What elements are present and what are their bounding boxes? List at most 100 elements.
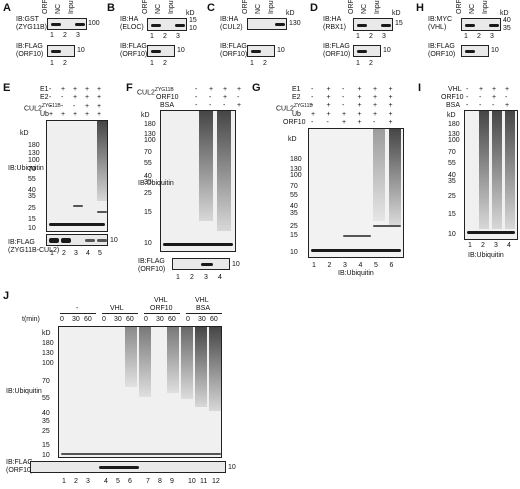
- lane-number: 6: [128, 478, 132, 485]
- time-point: 30: [72, 316, 80, 323]
- sign: +: [237, 86, 242, 93]
- sign: -: [237, 94, 240, 101]
- ib-label: IB:FLAG: [138, 258, 165, 265]
- lane-number: 1: [62, 478, 66, 485]
- condition-label: BSA: [446, 102, 461, 109]
- time-point: 60: [210, 316, 218, 323]
- lane-number: 2: [74, 478, 78, 485]
- group-label: -: [76, 305, 79, 312]
- sign: +: [388, 102, 393, 110]
- kd-marker: 25: [448, 193, 456, 200]
- condition-label: E1: [292, 86, 301, 93]
- col-label: Input: [168, 0, 175, 14]
- ib-label: IB:MYC: [428, 16, 453, 23]
- kd-marker: 55: [42, 395, 50, 402]
- ib-label: IB:FLAG: [323, 43, 350, 50]
- condition-label: CUL2ZYG11B: [24, 103, 61, 113]
- kd-unit: kD: [286, 10, 295, 17]
- panel-letter: A: [3, 2, 11, 14]
- sign: +: [342, 110, 347, 118]
- col-label: ORF10: [142, 0, 149, 14]
- lane-number: 3: [343, 262, 347, 269]
- sign: -: [61, 94, 64, 102]
- sign: +: [357, 102, 362, 110]
- sign: -: [342, 86, 345, 93]
- sign: -: [492, 102, 495, 109]
- sign: -: [311, 86, 314, 93]
- kd-unit: kD: [42, 330, 51, 337]
- lane-number: 2: [63, 32, 67, 39]
- sign: +: [479, 86, 484, 93]
- ib-label: IB:FLAG: [6, 459, 33, 466]
- lane-number: 3: [176, 33, 180, 40]
- kd-marker: 40: [144, 173, 152, 180]
- time-point: 0: [102, 316, 106, 323]
- lane-number: 5: [374, 262, 378, 269]
- condition-label: BSA: [160, 102, 175, 109]
- lane-number: 1: [50, 60, 54, 67]
- kd-marker: 40: [448, 172, 456, 179]
- lane-number: 5: [98, 250, 102, 257]
- kd-marker: 40: [28, 187, 36, 194]
- kd-marker: 40: [290, 203, 298, 210]
- panel-letter: F: [126, 82, 133, 94]
- kd-marker: 40: [503, 17, 511, 24]
- kd-unit: kD: [20, 130, 29, 137]
- col-label: Input: [482, 0, 489, 14]
- sign: -: [73, 102, 76, 110]
- blot-ubiquitin: [464, 110, 518, 240]
- lane-number: 1: [50, 250, 54, 257]
- lane-number: 5: [116, 478, 120, 485]
- kd-unit: kD: [186, 10, 195, 17]
- col-label: NC: [155, 3, 162, 14]
- kd-marker: 55: [448, 160, 456, 167]
- ib-label: IB:Ubiquitin: [8, 165, 44, 172]
- kd-marker: 180: [144, 121, 156, 128]
- kd-marker: 55: [144, 160, 152, 167]
- kd-marker: 10: [383, 47, 391, 54]
- kd-marker: 35: [144, 179, 152, 186]
- sign: +: [492, 94, 497, 101]
- lane-number: 2: [62, 250, 66, 257]
- sign: +: [373, 110, 378, 118]
- sign: +: [373, 94, 378, 102]
- sign: +: [85, 94, 90, 102]
- kd-marker: 130: [289, 20, 301, 27]
- condition-label: ORF10: [283, 119, 306, 126]
- time-label: t(min): [22, 316, 40, 323]
- kd-marker: 10: [77, 47, 85, 54]
- sign: -: [373, 118, 376, 126]
- ib-label: IB:FLAG: [220, 43, 247, 50]
- ib-label: (ELOC): [120, 24, 144, 31]
- ib-label: (ORF10): [323, 51, 351, 58]
- blot: [47, 18, 87, 30]
- sign: +: [61, 86, 66, 93]
- kd-marker: 70: [290, 183, 298, 190]
- sign: +: [97, 110, 102, 118]
- kd-marker: 100: [88, 20, 100, 27]
- panel-letter: G: [252, 82, 261, 94]
- sign: +: [357, 94, 362, 102]
- condition-label: CUL2ZYG11B: [276, 103, 313, 113]
- condition-label: E2: [292, 94, 301, 101]
- sign: +: [326, 86, 331, 93]
- group-label: VHL: [154, 297, 168, 304]
- lane-number: 1: [176, 274, 180, 281]
- blot: [353, 45, 381, 57]
- ib-label: IB:FLAG: [8, 239, 35, 246]
- ib-label: (ORF10): [428, 51, 456, 58]
- sign: +: [388, 94, 393, 102]
- blot-ubiquitin: [308, 128, 404, 258]
- time-point: 60: [168, 316, 176, 323]
- kd-marker: 15: [189, 17, 197, 24]
- time-point: 60: [84, 316, 92, 323]
- lane-number: 12: [212, 478, 220, 485]
- sign: -: [311, 94, 314, 102]
- lane-number: 1: [356, 33, 360, 40]
- sign: -: [49, 94, 52, 102]
- kd-marker: 100: [28, 157, 40, 164]
- lane-number: 2: [481, 242, 485, 249]
- ib-label: IB:Ubiquitin: [468, 252, 504, 259]
- panel-letter: B: [107, 2, 115, 14]
- ib-label: IB:FLAG: [428, 43, 455, 50]
